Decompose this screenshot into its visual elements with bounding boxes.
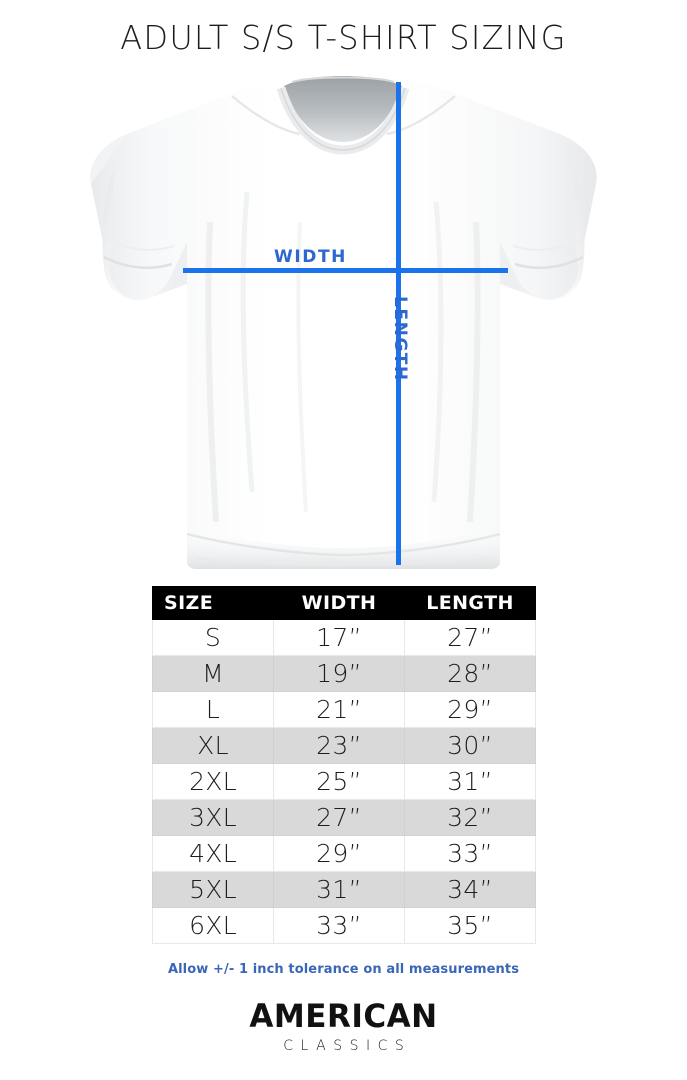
table-header-row: SIZE WIDTH LENGTH [152, 586, 536, 620]
table-row: XL 23” 30” [152, 727, 536, 764]
cell-width: 21” [273, 691, 405, 728]
brand-logo: AMERICAN CLASSICS [0, 997, 687, 1054]
cell-size: M [152, 655, 274, 692]
cell-length: 29” [404, 691, 536, 728]
tshirt-graphic [90, 76, 597, 569]
cell-size: 3XL [152, 799, 274, 836]
tshirt-illustration [0, 72, 687, 582]
tolerance-note: Allow +/- 1 inch tolerance on all measur… [167, 962, 520, 977]
cell-length: 35” [404, 907, 536, 944]
table-row: M 19” 28” [152, 655, 536, 692]
column-header-width: WIDTH [273, 586, 405, 620]
shirt-body [90, 78, 597, 569]
cell-size: XL [152, 727, 274, 764]
table-header: SIZE WIDTH LENGTH [152, 586, 536, 620]
cell-width: 23” [273, 727, 405, 764]
brand-name-secondary: CLASSICS [283, 1037, 412, 1054]
column-header-size: SIZE [152, 586, 274, 620]
cell-width: 19” [273, 655, 405, 692]
cell-size: 4XL [152, 835, 274, 872]
page-title: ADULT S/S T-SHIRT SIZING [120, 18, 567, 57]
cell-size: L [152, 691, 274, 728]
table-row: L 21” 29” [152, 691, 536, 728]
cell-length: 30” [404, 727, 536, 764]
cell-length: 33” [404, 835, 536, 872]
size-chart-table: SIZE WIDTH LENGTH S 17” 27” M 19” 28” L … [152, 586, 536, 944]
cell-width: 29” [273, 835, 405, 872]
table-row: 2XL 25” 31” [152, 763, 536, 800]
cell-length: 31” [404, 763, 536, 800]
cell-size: S [152, 619, 274, 656]
cell-length: 34” [404, 871, 536, 908]
cell-width: 27” [273, 799, 405, 836]
shirt-collar-inner [284, 76, 402, 142]
cell-width: 25” [273, 763, 405, 800]
table-row: 4XL 29” 33” [152, 835, 536, 872]
cell-size: 5XL [152, 871, 274, 908]
column-header-length: LENGTH [404, 586, 536, 620]
table-row: 5XL 31” 34” [152, 871, 536, 908]
cell-length: 28” [404, 655, 536, 692]
cell-width: 33” [273, 907, 405, 944]
shirt-hem [187, 527, 500, 569]
table-body: S 17” 27” M 19” 28” L 21” 29” XL 23” 30”… [152, 619, 536, 944]
shirt-right-sleeve [500, 167, 585, 300]
table-row: 3XL 27” 32” [152, 799, 536, 836]
table-row: S 17” 27” [152, 619, 536, 656]
cell-width: 17” [273, 619, 405, 656]
cell-size: 2XL [152, 763, 274, 800]
table-row: 6XL 33” 35” [152, 907, 536, 944]
brand-name-primary: AMERICAN [249, 997, 438, 1035]
cell-length: 32” [404, 799, 536, 836]
cell-width: 31” [273, 871, 405, 908]
cell-length: 27” [404, 619, 536, 656]
cell-size: 6XL [152, 907, 274, 944]
shirt-left-sleeve [102, 167, 187, 300]
